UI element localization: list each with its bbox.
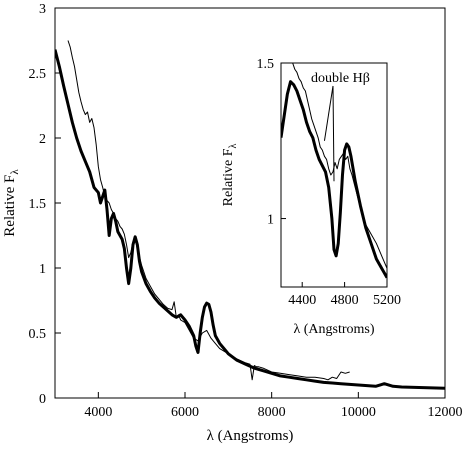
- inset-y-axis-label: Relative Fλ: [221, 143, 239, 206]
- main-y-axis-label: Relative Fλ: [2, 169, 21, 237]
- main-y-tick-label: 0.5: [29, 327, 47, 342]
- main-y-tick-label: 2: [39, 132, 46, 147]
- main-x-tick-label: 6000: [171, 405, 199, 420]
- inset-series-thick-line: [281, 80, 387, 279]
- inset-series-layer: [281, 63, 387, 279]
- main-ticks-layer: 4000 6000 8000 10000 12000 0 0.5 1 1.5 2 2.5 3: [29, 2, 463, 420]
- main-x-axis-label: λ (Angstroms): [207, 428, 294, 444]
- inset-chart: 4400 4800 5200 1 1.5 double Hβ λ (Angstroms)…: [221, 57, 401, 337]
- main-y-tick-label: 2.5: [29, 67, 47, 82]
- inset-x-axis-label: λ (Angstroms): [293, 322, 374, 337]
- main-x-tick-label: 4000: [84, 405, 112, 420]
- main-y-tick-label: 1: [39, 262, 46, 277]
- main-series-thin-line: [67, 40, 350, 381]
- main-chart: 4000 6000 8000 10000 12000 0 0.5 1 1.5 2 2.5 3 λ (A…: [2, 2, 463, 444]
- inset-annotation: double Hβ: [311, 71, 370, 182]
- annotation-pointer-line: [332, 85, 335, 182]
- main-series-layer: [55, 40, 445, 390]
- main-series-thick-line: [55, 49, 445, 390]
- main-y-tick-label: 0: [39, 392, 46, 407]
- inset-plot-frame: [280, 62, 388, 288]
- inset-x-tick-label: 5200: [373, 293, 401, 308]
- inset-series-thin-line: [292, 63, 387, 269]
- annotation-pointer-line: [323, 85, 334, 141]
- inset-y-tick-label: 1: [267, 213, 274, 228]
- inset-ticks-layer: 4400 4800 5200 1 1.5: [257, 57, 402, 308]
- main-x-tick-label: 10000: [341, 405, 376, 420]
- main-x-tick-label: 12000: [428, 405, 463, 420]
- inset-y-tick-label: 1.5: [257, 57, 275, 72]
- main-y-tick-label: 3: [39, 2, 46, 17]
- inset-x-tick-label: 4800: [331, 293, 359, 308]
- annotation-double-hbeta: double Hβ: [311, 71, 370, 86]
- main-x-tick-label: 8000: [258, 405, 286, 420]
- main-y-tick-label: 1.5: [29, 197, 47, 212]
- inset-x-tick-label: 4400: [288, 293, 316, 308]
